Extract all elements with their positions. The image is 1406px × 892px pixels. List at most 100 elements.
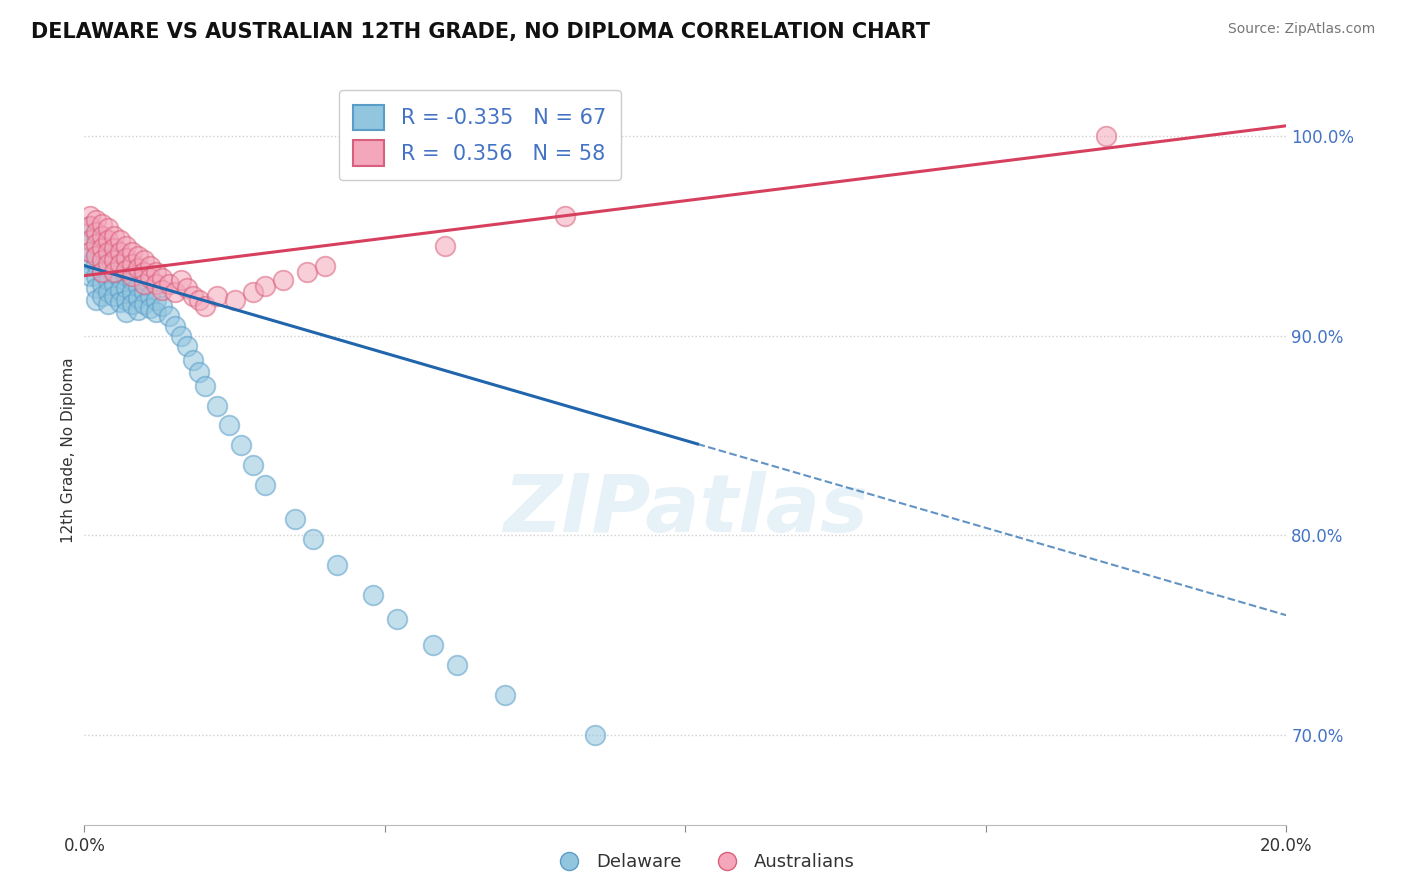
Point (127, 260, 149, 275)
Point (127, 249, 149, 263)
Point (86, 212, 108, 227)
Text: DELAWARE VS AUSTRALIAN 12TH GRADE, NO DIPLOMA CORRELATION CHART: DELAWARE VS AUSTRALIAN 12TH GRADE, NO DI… (31, 22, 929, 42)
Point (91, 228, 114, 243)
Point (110, 257, 132, 271)
Point (91, 252, 114, 267)
Point (79, 257, 101, 271)
Point (79, 219, 101, 233)
Point (187, 365, 209, 379)
Point (422, 638, 444, 652)
Point (110, 270, 132, 285)
Point (103, 277, 125, 291)
Point (242, 458, 264, 473)
Point (86, 257, 108, 271)
Point (205, 399, 228, 413)
Point (121, 285, 143, 299)
Point (115, 268, 138, 283)
Point (97, 260, 120, 275)
Point (91, 265, 114, 279)
Point (91, 265, 114, 279)
Point (446, 658, 468, 673)
Point (361, 588, 384, 602)
Point (127, 302, 149, 317)
Point (134, 285, 156, 299)
Point (103, 288, 125, 302)
Point (163, 318, 186, 333)
Point (79, 233, 101, 247)
Text: ZIPatlas: ZIPatlas (503, 471, 868, 549)
Point (121, 268, 143, 283)
Point (91, 252, 114, 267)
Y-axis label: 12th Grade, No Diploma: 12th Grade, No Diploma (60, 358, 76, 543)
Point (253, 278, 276, 293)
Point (103, 252, 125, 267)
Point (169, 272, 191, 286)
Point (86, 249, 108, 263)
Point (103, 241, 125, 255)
Point (187, 293, 209, 307)
Point (79, 219, 101, 233)
Point (91, 217, 114, 231)
Point (157, 309, 180, 323)
Point (253, 478, 276, 492)
Point (121, 257, 143, 271)
Point (434, 238, 457, 252)
Point (91, 241, 114, 255)
Point (127, 278, 149, 293)
Point (103, 228, 125, 243)
Point (152, 283, 174, 297)
Point (115, 262, 138, 277)
Point (242, 285, 264, 299)
Point (176, 338, 198, 352)
Point (121, 272, 143, 286)
Point (86, 280, 108, 294)
Point (91, 277, 114, 291)
Legend: R = -0.335   N = 67, R =  0.356   N = 58: R = -0.335 N = 67, R = 0.356 N = 58 (339, 90, 621, 180)
Point (194, 378, 217, 392)
Point (103, 265, 125, 279)
Point (79, 209, 101, 223)
Point (145, 304, 167, 318)
Point (86, 236, 108, 251)
Point (97, 220, 120, 235)
Point (86, 268, 108, 283)
Text: Source: ZipAtlas.com: Source: ZipAtlas.com (1227, 22, 1375, 37)
Point (139, 301, 162, 315)
Point (134, 296, 156, 310)
Point (110, 233, 132, 247)
Point (385, 612, 408, 626)
Point (86, 244, 108, 259)
Point (121, 296, 143, 310)
Point (115, 293, 138, 307)
Point (181, 352, 204, 367)
Point (110, 283, 132, 297)
Point (86, 293, 108, 307)
Point (326, 558, 349, 573)
Point (218, 418, 240, 433)
Point (169, 328, 191, 343)
Legend: Delaware, Australians: Delaware, Australians (544, 847, 862, 879)
Point (115, 280, 138, 294)
Point (145, 265, 167, 279)
Point (301, 533, 323, 547)
Point (79, 268, 101, 283)
Point (583, 728, 606, 742)
Point (127, 291, 149, 305)
Point (97, 244, 120, 259)
Point (115, 238, 138, 252)
Point (295, 265, 318, 279)
Point (271, 272, 294, 286)
Point (284, 512, 307, 526)
Point (554, 209, 576, 223)
Point (134, 277, 156, 291)
Point (157, 277, 180, 291)
Point (103, 252, 125, 267)
Point (1095, 128, 1118, 143)
Point (205, 288, 228, 302)
Point (224, 293, 246, 307)
Point (97, 257, 120, 271)
Point (145, 277, 167, 291)
Point (134, 252, 156, 267)
Point (139, 259, 162, 273)
Point (145, 293, 167, 307)
